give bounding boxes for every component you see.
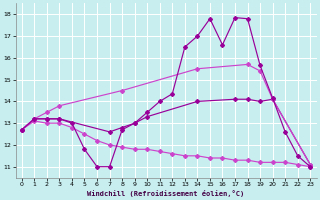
X-axis label: Windchill (Refroidissement éolien,°C): Windchill (Refroidissement éolien,°C) [87, 190, 245, 197]
